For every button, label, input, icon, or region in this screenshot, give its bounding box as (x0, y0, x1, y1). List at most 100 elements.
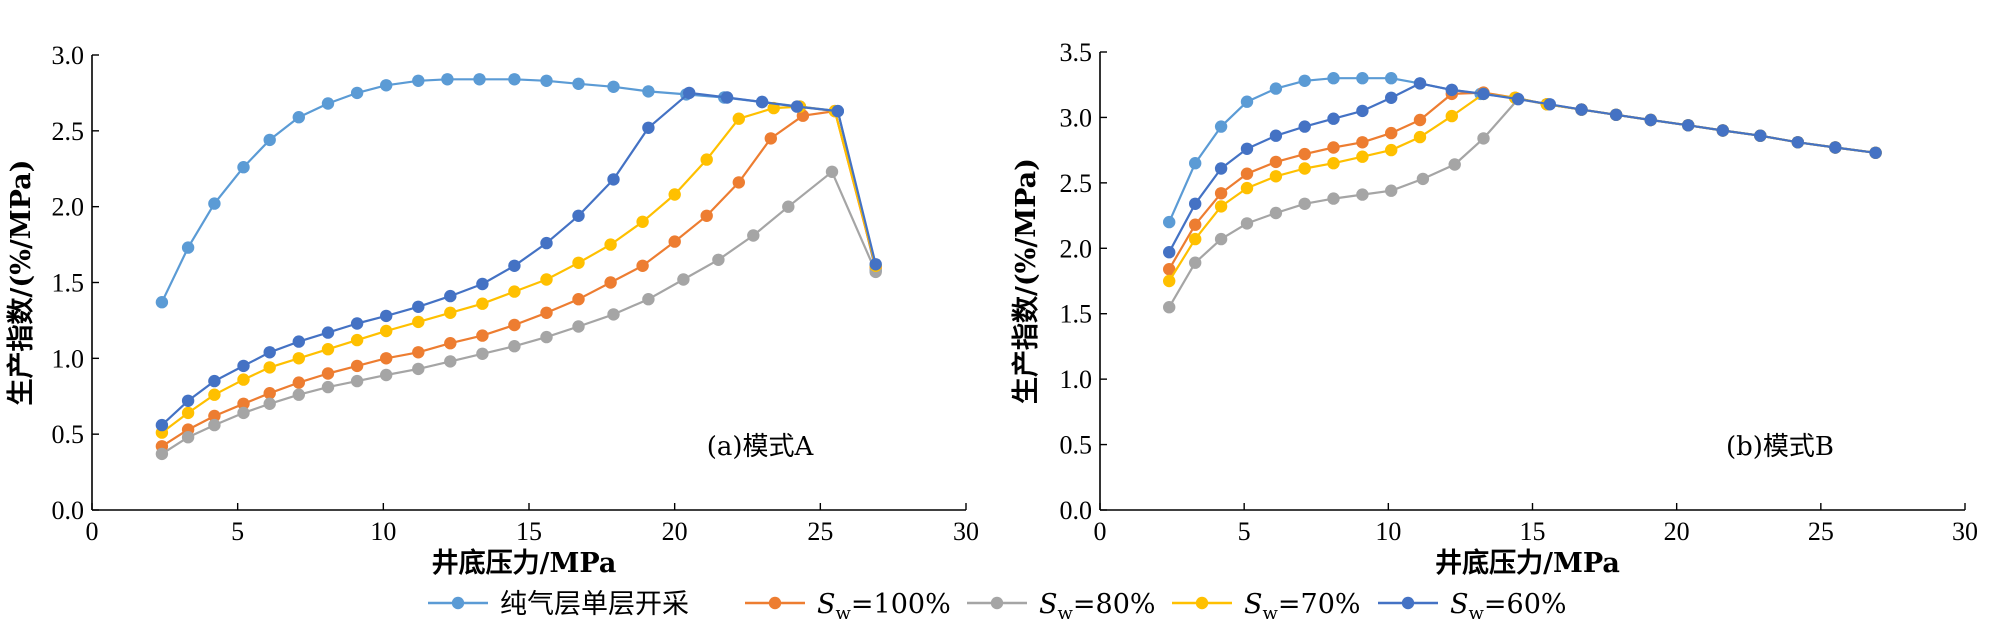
data-point (476, 347, 489, 360)
x-tick-label: 30 (1952, 517, 1978, 546)
data-point (732, 176, 745, 189)
data-point (208, 388, 221, 401)
data-point (1869, 146, 1882, 159)
data-point (1754, 129, 1767, 142)
data-point (208, 374, 221, 388)
data-point (1163, 301, 1176, 314)
data-point (700, 209, 713, 222)
legend-swatch-marker (451, 596, 465, 610)
data-point (1477, 132, 1490, 145)
data-point (237, 406, 250, 420)
data-point (636, 259, 649, 272)
data-point (1609, 108, 1623, 122)
data-point (508, 318, 521, 332)
y-axis-title: 生产指数/(%/MPa) (6, 160, 37, 406)
x-tick-label: 0 (86, 517, 99, 546)
data-point (321, 326, 335, 339)
data-point (473, 73, 486, 86)
data-point (636, 215, 649, 228)
data-point (1511, 92, 1525, 106)
data-point (755, 95, 769, 109)
data-point (1269, 170, 1283, 183)
data-point (237, 397, 250, 410)
data-point (668, 235, 681, 248)
data-point (263, 387, 276, 400)
data-point (350, 374, 364, 388)
data-point (720, 91, 734, 104)
y-tick-label: 3.5 (1060, 38, 1093, 67)
data-point (476, 277, 489, 291)
data-point (1240, 217, 1254, 230)
data-point (869, 258, 882, 271)
data-point (155, 447, 169, 461)
data-point (1327, 72, 1340, 85)
series-line (1168, 92, 1876, 282)
legend-label: Sw=100% (817, 589, 951, 624)
data-point (508, 259, 521, 272)
legend-swatch-marker (768, 596, 782, 610)
data-point (380, 309, 393, 323)
data-point (321, 380, 335, 394)
data-point (604, 238, 617, 251)
data-point (1214, 232, 1228, 246)
data-point (540, 74, 553, 88)
data-point (1543, 98, 1557, 111)
x-tick-label: 10 (1375, 517, 1401, 546)
data-point (1269, 206, 1283, 220)
y-tick-label: 0.0 (1060, 496, 1093, 525)
x-tick-label: 25 (1808, 517, 1834, 546)
data-point (444, 289, 457, 303)
legend-item: Sw=80% (967, 589, 1156, 624)
data-point (508, 340, 521, 353)
data-point (1163, 263, 1176, 276)
data-point (1477, 87, 1490, 101)
legend-subscript: w (1469, 603, 1485, 624)
data-point (1163, 246, 1176, 259)
x-tick-label: 20 (1664, 517, 1690, 546)
data-point (642, 293, 655, 306)
data-point (1214, 120, 1228, 133)
data-point (292, 111, 305, 124)
x-tick-label: 0 (1094, 517, 1107, 546)
legend-symbol: S (1450, 589, 1469, 620)
y-axis-title: 生产指数/(%/MPa) (1011, 158, 1042, 404)
data-point (1214, 162, 1228, 175)
y-tick-label: 2.5 (1060, 169, 1093, 198)
data-point (1327, 157, 1340, 170)
data-point (1416, 172, 1430, 186)
data-point (572, 293, 585, 306)
data-point (237, 359, 250, 373)
data-point (263, 133, 276, 147)
data-point (1644, 113, 1657, 127)
data-point (1214, 200, 1228, 213)
y-tick-label: 0.5 (1060, 431, 1093, 460)
data-point (263, 361, 276, 374)
data-point (1298, 74, 1311, 88)
data-point (380, 352, 393, 365)
y-tick-label: 1.0 (1060, 365, 1093, 394)
data-point (1240, 95, 1254, 108)
data-point (1575, 103, 1588, 116)
data-point (1413, 77, 1427, 90)
y-tick-label: 2.0 (1060, 234, 1093, 263)
data-point (380, 324, 393, 338)
series-2 (1163, 92, 1882, 314)
legend-swatch-marker (1401, 596, 1415, 610)
data-point (1189, 197, 1202, 210)
data-point (1413, 113, 1427, 127)
data-point (1163, 215, 1176, 229)
data-point (1269, 82, 1283, 95)
chart-panel-b: 0.0 0.5 1.0 1.5 2.0 2.5 3.0 3.5 0 5 10 15 20 25 30 井底压力… (1011, 38, 1978, 579)
data-point (292, 335, 305, 348)
series-3 (1163, 87, 1882, 288)
data-point (1269, 155, 1283, 169)
data-point (476, 297, 489, 310)
data-point (321, 97, 335, 110)
legend-value: =70% (1278, 589, 1361, 620)
data-point (607, 308, 620, 321)
y-tick-label: 3.0 (1060, 103, 1093, 132)
data-point (1298, 147, 1311, 161)
data-point (350, 317, 364, 330)
data-point (350, 86, 364, 100)
data-point (572, 256, 585, 269)
